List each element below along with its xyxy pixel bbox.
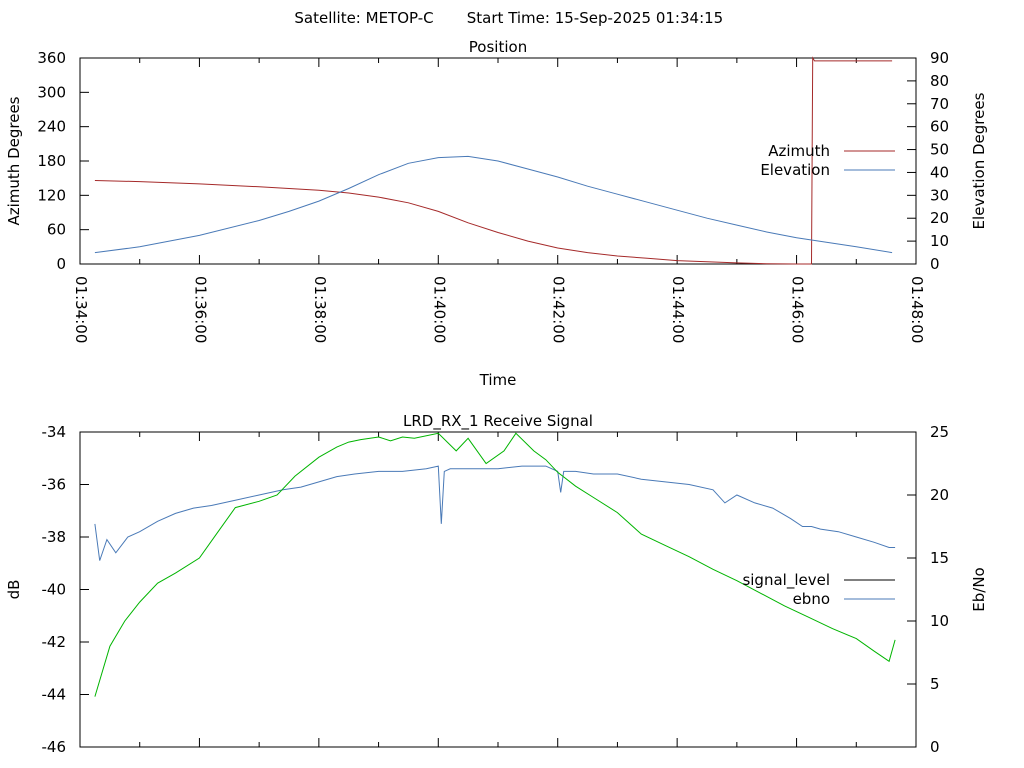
y2-tick-label: 20: [930, 209, 949, 227]
y-tick-label: -40: [42, 581, 67, 599]
y-tick-label: 0: [56, 255, 66, 273]
y-tick-label: -38: [42, 528, 67, 546]
y2-tick-label: 0: [930, 738, 940, 756]
y-tick-label: 360: [37, 49, 66, 67]
chart-title: Position: [469, 38, 527, 56]
y2-axis-label: Elevation Degrees: [970, 92, 988, 229]
series-line-elevation: [94, 155, 893, 254]
y-tick-label: -46: [42, 738, 67, 756]
x-tick-label: 01:46:00: [789, 276, 807, 343]
receive-signal-chart: -46 -44 -42 -40 -38 -36 -34 0 5 10 15 20 25 LRD_RX_1 …: [5, 412, 988, 756]
y2-tick-label: 30: [930, 186, 949, 204]
satellite-label: Satellite: METOP-C: [294, 9, 433, 27]
y2-tick-label: 25: [930, 423, 949, 441]
y2-tick-label: 70: [930, 95, 949, 113]
start-time-label: Start Time: 15-Sep-2025 01:34:15: [467, 9, 723, 27]
y-tick-label: -34: [42, 423, 67, 441]
y2-tick-label: 15: [930, 549, 949, 567]
x-axis-label: Time: [479, 371, 517, 389]
series-line-ebno: [94, 432, 896, 697]
y2-tick-label: 80: [930, 72, 949, 90]
y-tick-label: 60: [47, 221, 66, 239]
x-tick-label: 01:34:00: [72, 276, 90, 343]
y-axis-label: Azimuth Degrees: [5, 96, 23, 225]
y-tick-label: 240: [37, 118, 66, 136]
y2-tick-label: 0: [930, 255, 940, 273]
chart-title: LRD_RX_1 Receive Signal: [403, 412, 593, 431]
y2-tick-label: 90: [930, 49, 949, 67]
series-line-azimuth: [94, 56, 893, 265]
y-tick-label: -36: [42, 476, 67, 494]
y-tick-label: 300: [37, 83, 66, 101]
plot-frame: [79, 431, 917, 748]
y2-tick-label: 10: [930, 232, 949, 250]
position-chart: 01:34:00 01:36:00 01:38:00 01:40:00 01:42:00…: [5, 38, 988, 389]
legend-label: ebno: [793, 590, 830, 608]
x-tick-label: 01:36:00: [191, 276, 209, 343]
x-tick-label: 01:48:00: [908, 276, 926, 343]
legend-label: Elevation: [760, 161, 830, 179]
y2-tick-label: 20: [930, 486, 949, 504]
y-tick-label: 120: [37, 186, 66, 204]
y2-tick-label: 60: [930, 118, 949, 136]
y2-tick-label: 10: [930, 612, 949, 630]
y-tick-label: 180: [37, 152, 66, 170]
y2-tick-label: 50: [930, 141, 949, 159]
y-tick-label: -44: [42, 686, 67, 704]
legend-label: Azimuth: [768, 142, 830, 160]
y-tick-label: -42: [42, 633, 67, 651]
y2-axis-label: Eb/No: [970, 567, 988, 611]
y2-tick-label: 40: [930, 163, 949, 181]
legend-label: signal_level: [742, 571, 830, 590]
y-axis-label: dB: [5, 580, 23, 600]
x-tick-label: 01:40:00: [430, 276, 448, 343]
x-tick-label: 01:44:00: [669, 276, 687, 343]
x-tick-label: 01:42:00: [550, 276, 568, 343]
x-tick-label: 01:38:00: [311, 276, 329, 343]
series-line-signal-level: [94, 465, 896, 561]
y2-tick-label: 5: [930, 675, 940, 693]
